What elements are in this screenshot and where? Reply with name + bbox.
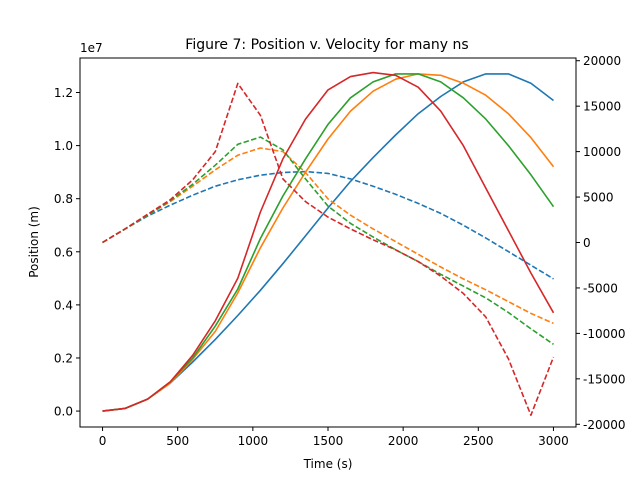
x-tick-label: 0 bbox=[99, 434, 107, 448]
y-ticks: 0.0 0.2 0.4 0.6 0.8 1.0 1.2 bbox=[54, 86, 80, 419]
y2-tick-label: -20000 bbox=[583, 418, 626, 432]
y2-tick-label: 0 bbox=[583, 236, 591, 250]
y2-tick-label: -15000 bbox=[583, 372, 626, 386]
y2-tick-label: -5000 bbox=[583, 281, 618, 295]
x-axis-label: Time (s) bbox=[303, 457, 353, 471]
x-tick-label: 2500 bbox=[463, 434, 494, 448]
y-tick-label: 0.2 bbox=[54, 351, 73, 365]
y-offset-label: 1e7 bbox=[80, 41, 103, 55]
chart-title: Figure 7: Position v. Velocity for many … bbox=[185, 37, 468, 53]
x-tick-label: 1000 bbox=[238, 434, 269, 448]
x-tick-label: 3000 bbox=[538, 434, 569, 448]
series-line-8 bbox=[102, 82, 555, 417]
y-tick-label: 0.0 bbox=[54, 405, 73, 419]
y-tick-label: 0.6 bbox=[54, 245, 73, 259]
y-tick-label: 1.0 bbox=[54, 139, 73, 153]
y2-ticks: -20000 -15000 -10000 -5000 0 5000 10000 15000 20… bbox=[576, 54, 626, 432]
x-tick-label: 2000 bbox=[388, 434, 419, 448]
plot-frame bbox=[79, 57, 577, 428]
series-line-2 bbox=[102, 170, 554, 280]
y-tick-label: 0.4 bbox=[54, 298, 73, 312]
series-layer bbox=[102, 71, 555, 417]
series-line-4 bbox=[102, 147, 554, 325]
x-tick-label: 1500 bbox=[313, 434, 344, 448]
y2-tick-label: 10000 bbox=[583, 145, 621, 159]
series-line-3 bbox=[102, 73, 555, 412]
y2-tick-label: 5000 bbox=[583, 191, 614, 205]
y2-tick-label: 20000 bbox=[583, 54, 621, 68]
y2-tick-label: 15000 bbox=[583, 100, 621, 114]
y2-tick-label: -10000 bbox=[583, 327, 626, 341]
series-line-5 bbox=[102, 73, 555, 412]
x-tick-label: 500 bbox=[166, 434, 189, 448]
series-line-6 bbox=[102, 136, 554, 345]
y-tick-label: 1.2 bbox=[54, 86, 73, 100]
y-tick-label: 0.8 bbox=[54, 192, 73, 206]
x-ticks: 0 500 1000 1500 2000 2500 3000 bbox=[99, 427, 569, 448]
series-line-7 bbox=[102, 71, 555, 412]
y-axis-label: Position (m) bbox=[27, 206, 41, 278]
